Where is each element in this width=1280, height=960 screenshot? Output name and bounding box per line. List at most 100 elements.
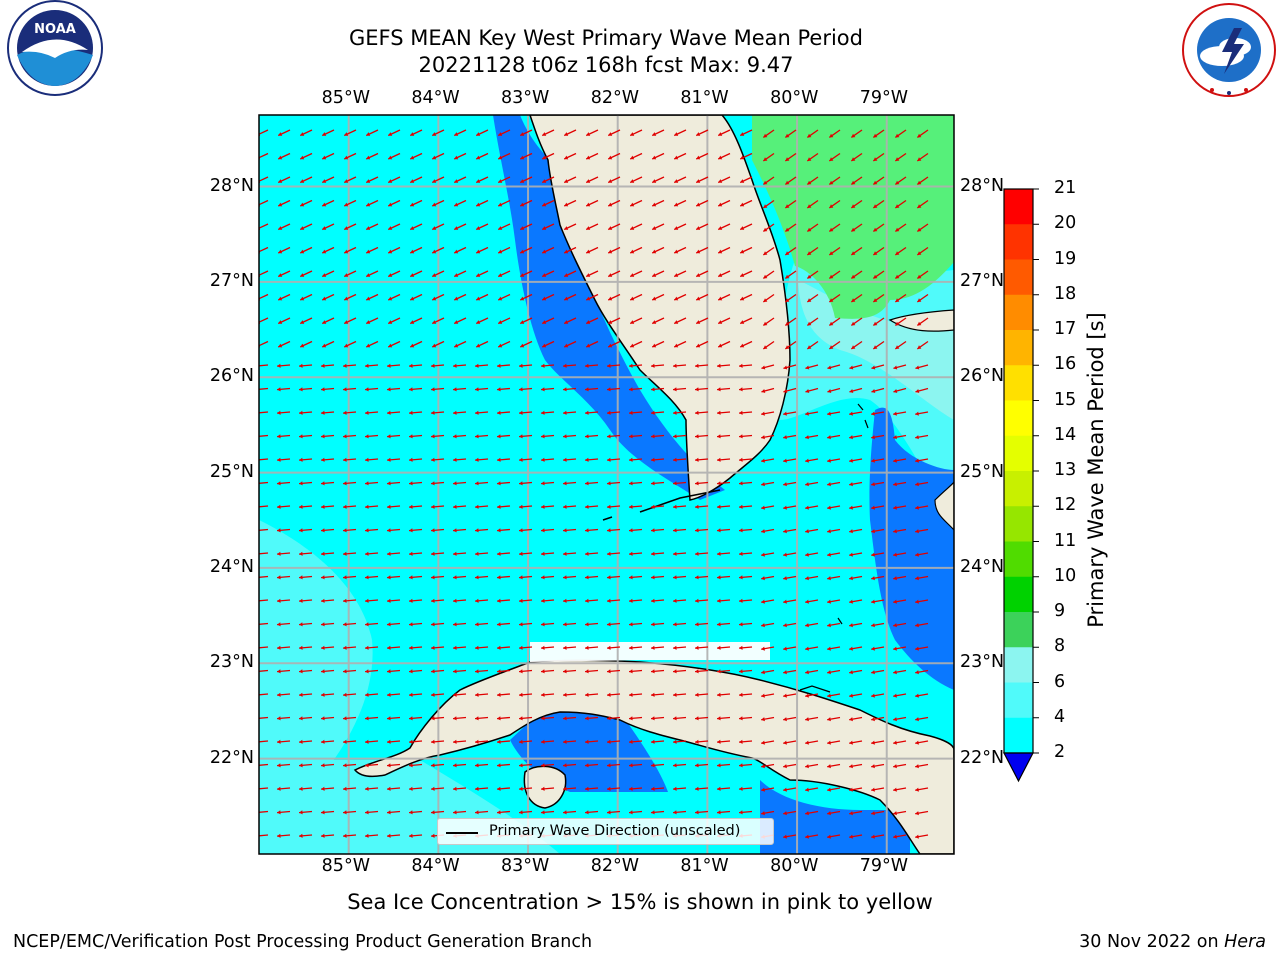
wave-arrow [386,669,401,674]
wave-arrow [915,810,929,816]
wave-arrow [365,270,379,278]
wave-arrow [430,363,445,368]
wave-arrow [716,481,731,486]
wave-arrow [386,786,401,791]
wave-arrow [452,669,467,674]
wave-arrow [474,551,489,556]
wave-arrow [738,575,753,580]
wave-arrow [738,457,753,462]
wave-arrow [849,740,863,745]
wave-arrow [386,387,401,392]
wave-arrow [762,246,775,256]
wave-arrow [850,176,863,185]
colorbar-tick-label-7: 14 [1054,424,1077,445]
wave-arrow [408,528,423,533]
wave-arrow [761,599,775,604]
land-bahamas-north [888,309,954,332]
wave-arrow [828,223,841,232]
wave-arrow [584,810,599,815]
wave-arrow [386,575,401,580]
wave-arrow [364,387,379,392]
wave-arrow [784,199,797,209]
wave-arrow [672,504,687,509]
wave-arrow [540,786,555,791]
wave-arrow [298,810,313,815]
noaa-logo: NOAA [7,0,103,96]
wave-arrow [299,199,313,207]
wave-arrow [672,692,687,697]
wave-arrow [364,481,379,486]
wave-arrow [320,575,335,580]
wave-arrow [299,246,313,254]
wave-arrow [475,199,489,207]
wave-arrow [761,364,775,370]
wave-arrow [409,340,423,348]
wave-arrow [408,622,423,627]
wave-arrow [430,622,445,627]
wave-arrow [562,387,577,392]
wave-arrow [716,645,731,650]
wave-arrow [915,787,929,792]
wave-arrow [321,270,335,278]
wave-arrow [761,763,775,769]
wave-arrow [650,716,665,721]
wave-arrow [519,293,533,301]
wave-arrow [672,622,687,627]
wave-arrow [805,740,819,745]
wave-arrow [518,551,533,556]
wave-arrow [387,129,401,137]
wave-arrow [562,622,577,627]
wave-arrow [893,646,907,651]
chart-subtitle: 20221128 t06z 168h fcst Max: 9.47 [418,53,794,77]
wave-arrow [738,551,753,556]
wave-arrow [607,223,621,231]
wave-arrow [259,740,269,743]
wave-arrow [584,692,599,697]
wave-arrow [386,457,401,462]
wave-arrow [431,223,445,231]
wave-arrow [628,692,643,697]
wave-arrow [277,129,291,137]
wave-arrow [872,223,885,232]
wave-arrow [299,152,313,160]
wave-arrow [562,575,577,580]
wave-arrow [259,481,269,484]
wave-arrow [893,669,907,675]
wave-arrow [850,223,863,232]
wave-arrow [584,598,599,603]
wave-arrow [475,270,489,278]
wave-arrow [606,716,621,721]
wave-arrow [453,129,467,137]
wave-arrow [915,740,929,745]
wave-arrow [496,763,511,768]
wave-arrow [496,481,511,486]
wave-arrow [276,598,291,603]
wave-arrow [872,340,885,350]
wave-arrow [717,223,731,231]
wave-arrow [364,551,379,556]
wave-arrow [259,599,269,602]
wave-arrow [806,293,819,303]
wave-arrow [850,270,863,279]
wave-arrow [827,364,841,370]
colorbar-segment-7 [1004,435,1033,472]
wave-arrow [893,387,907,393]
wave-arrow [849,787,863,792]
wave-arrow [717,152,731,160]
wave-arrow [585,129,599,137]
wave-arrow [650,786,665,791]
wave-arrow [452,622,467,627]
wave-arrow [694,810,709,815]
wave-arrow [452,645,467,650]
lon-label-bottom-3: 82°W [590,856,640,876]
wave-arrow [518,763,533,768]
wave-arrow [386,363,401,368]
wave-arrow [386,810,401,815]
wave-arrow [518,739,533,744]
wave-arrow [365,223,379,231]
wave-arrow [827,434,841,440]
wave-arrow [276,551,291,556]
wave-arrow [827,411,841,416]
wave-arrow [430,457,445,462]
wave-arrow [783,693,797,698]
